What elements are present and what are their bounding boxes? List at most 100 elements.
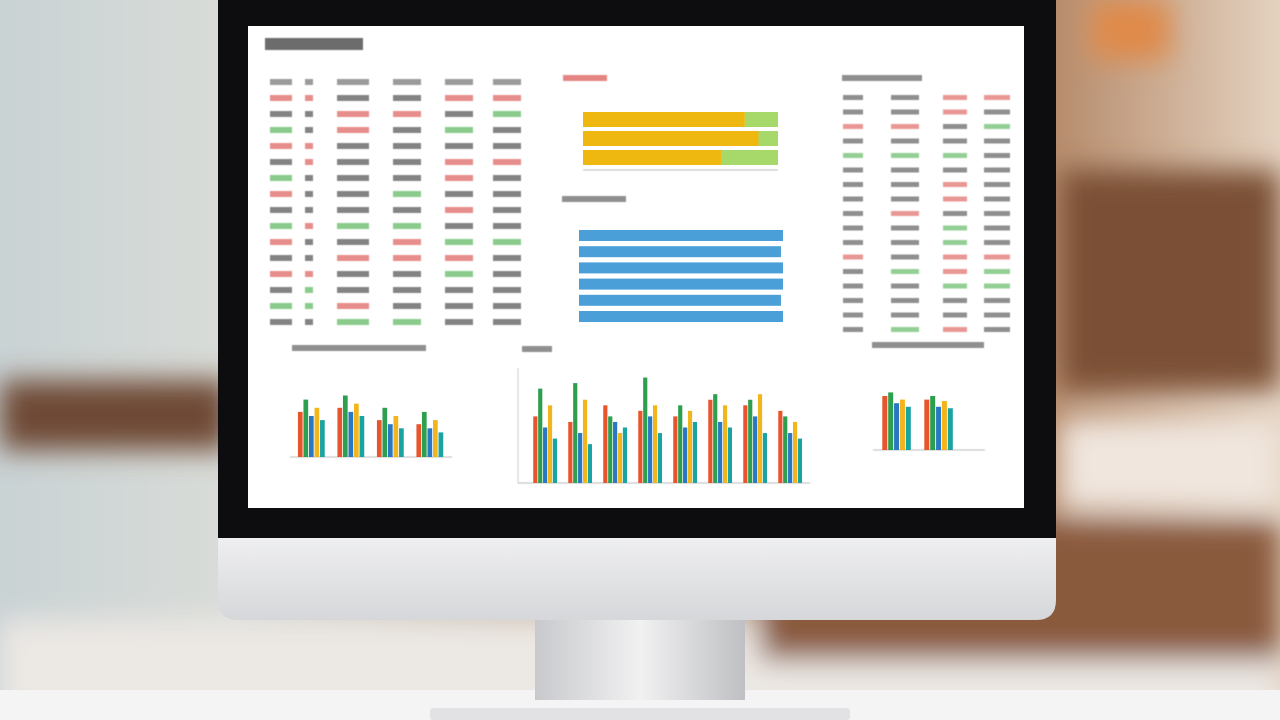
table-cell (305, 159, 313, 165)
table-cell (305, 95, 313, 101)
table-cell (445, 319, 473, 325)
table-cell (891, 312, 919, 318)
table-cell (393, 79, 421, 85)
bar (722, 405, 728, 483)
table-cell (984, 167, 1010, 173)
bar (924, 399, 930, 450)
bar (936, 406, 942, 450)
table-cell (843, 211, 863, 216)
table-cell (270, 303, 292, 309)
bar (359, 416, 365, 457)
table-cell (305, 143, 313, 149)
table-cell (891, 167, 919, 173)
table-cell (843, 109, 863, 115)
bar (579, 262, 783, 274)
table-cell (445, 223, 473, 229)
bar (382, 407, 388, 457)
table-cell (891, 211, 919, 216)
bar (792, 421, 798, 483)
table-cell (445, 287, 473, 293)
table-cell (305, 303, 313, 309)
table-cell (493, 143, 521, 149)
bar (603, 405, 608, 483)
illegible-labels (270, 75, 1010, 484)
panel-heading (842, 75, 922, 81)
table-cell (445, 191, 473, 197)
table-cell (493, 223, 521, 229)
table-cell (493, 79, 521, 85)
table-cell (943, 95, 967, 100)
table-cell (943, 167, 967, 173)
panel-heading (562, 196, 626, 202)
table-cell (984, 225, 1010, 231)
bar (348, 411, 354, 457)
table-cell (843, 167, 863, 173)
bar (638, 410, 643, 483)
bar (648, 416, 653, 483)
table-cell (337, 127, 369, 133)
bar (308, 416, 314, 457)
bar (578, 433, 583, 483)
bar (657, 433, 663, 483)
table-cell (843, 225, 863, 231)
table-cell (843, 240, 863, 245)
table-cell (984, 254, 1010, 260)
bar (568, 421, 573, 483)
table-cell (270, 319, 292, 325)
table-cell (984, 124, 1010, 129)
table-cell (305, 239, 313, 245)
table-cell (891, 298, 919, 303)
table-cell (393, 303, 421, 309)
bar (416, 424, 422, 457)
table-cell (393, 223, 421, 229)
table-cell (843, 196, 863, 202)
table-cell (891, 327, 919, 332)
table-cell (943, 211, 967, 216)
bar (673, 416, 678, 483)
table-cell (943, 327, 967, 332)
table-cell (305, 287, 313, 293)
table-cell (445, 111, 473, 117)
keyboard (430, 708, 850, 720)
table-cell (843, 312, 863, 318)
table-cell (943, 283, 967, 289)
bar (297, 411, 303, 457)
table-cell (891, 269, 919, 274)
bar (342, 395, 348, 457)
bar (713, 394, 718, 483)
table-cell (270, 223, 292, 229)
bar (743, 405, 748, 483)
table-cell (305, 111, 313, 117)
table-cell (305, 191, 313, 197)
table-cell (984, 269, 1010, 274)
bar (387, 424, 393, 457)
table-cell (984, 312, 1010, 318)
bar (354, 403, 359, 457)
bar (762, 433, 768, 483)
table-cell (270, 271, 292, 277)
panel-heading (292, 345, 426, 351)
bar (579, 311, 783, 322)
panel-heading (872, 342, 984, 348)
bar (683, 427, 688, 483)
table-cell (270, 255, 292, 261)
table-cell (843, 327, 863, 332)
table-cell (393, 143, 421, 149)
table-cell (445, 175, 473, 181)
bar (930, 396, 936, 450)
table-cell (943, 225, 967, 231)
table-cell (891, 153, 919, 158)
table-cell (393, 175, 421, 181)
table-cell (337, 159, 369, 165)
table-cell (493, 159, 521, 165)
table-cell (445, 207, 473, 213)
bar (538, 388, 543, 483)
bar (579, 294, 781, 306)
table-cell (337, 271, 369, 277)
bar (617, 433, 623, 483)
monitor-stand (535, 612, 745, 700)
bar (788, 433, 793, 483)
bar (905, 406, 911, 450)
